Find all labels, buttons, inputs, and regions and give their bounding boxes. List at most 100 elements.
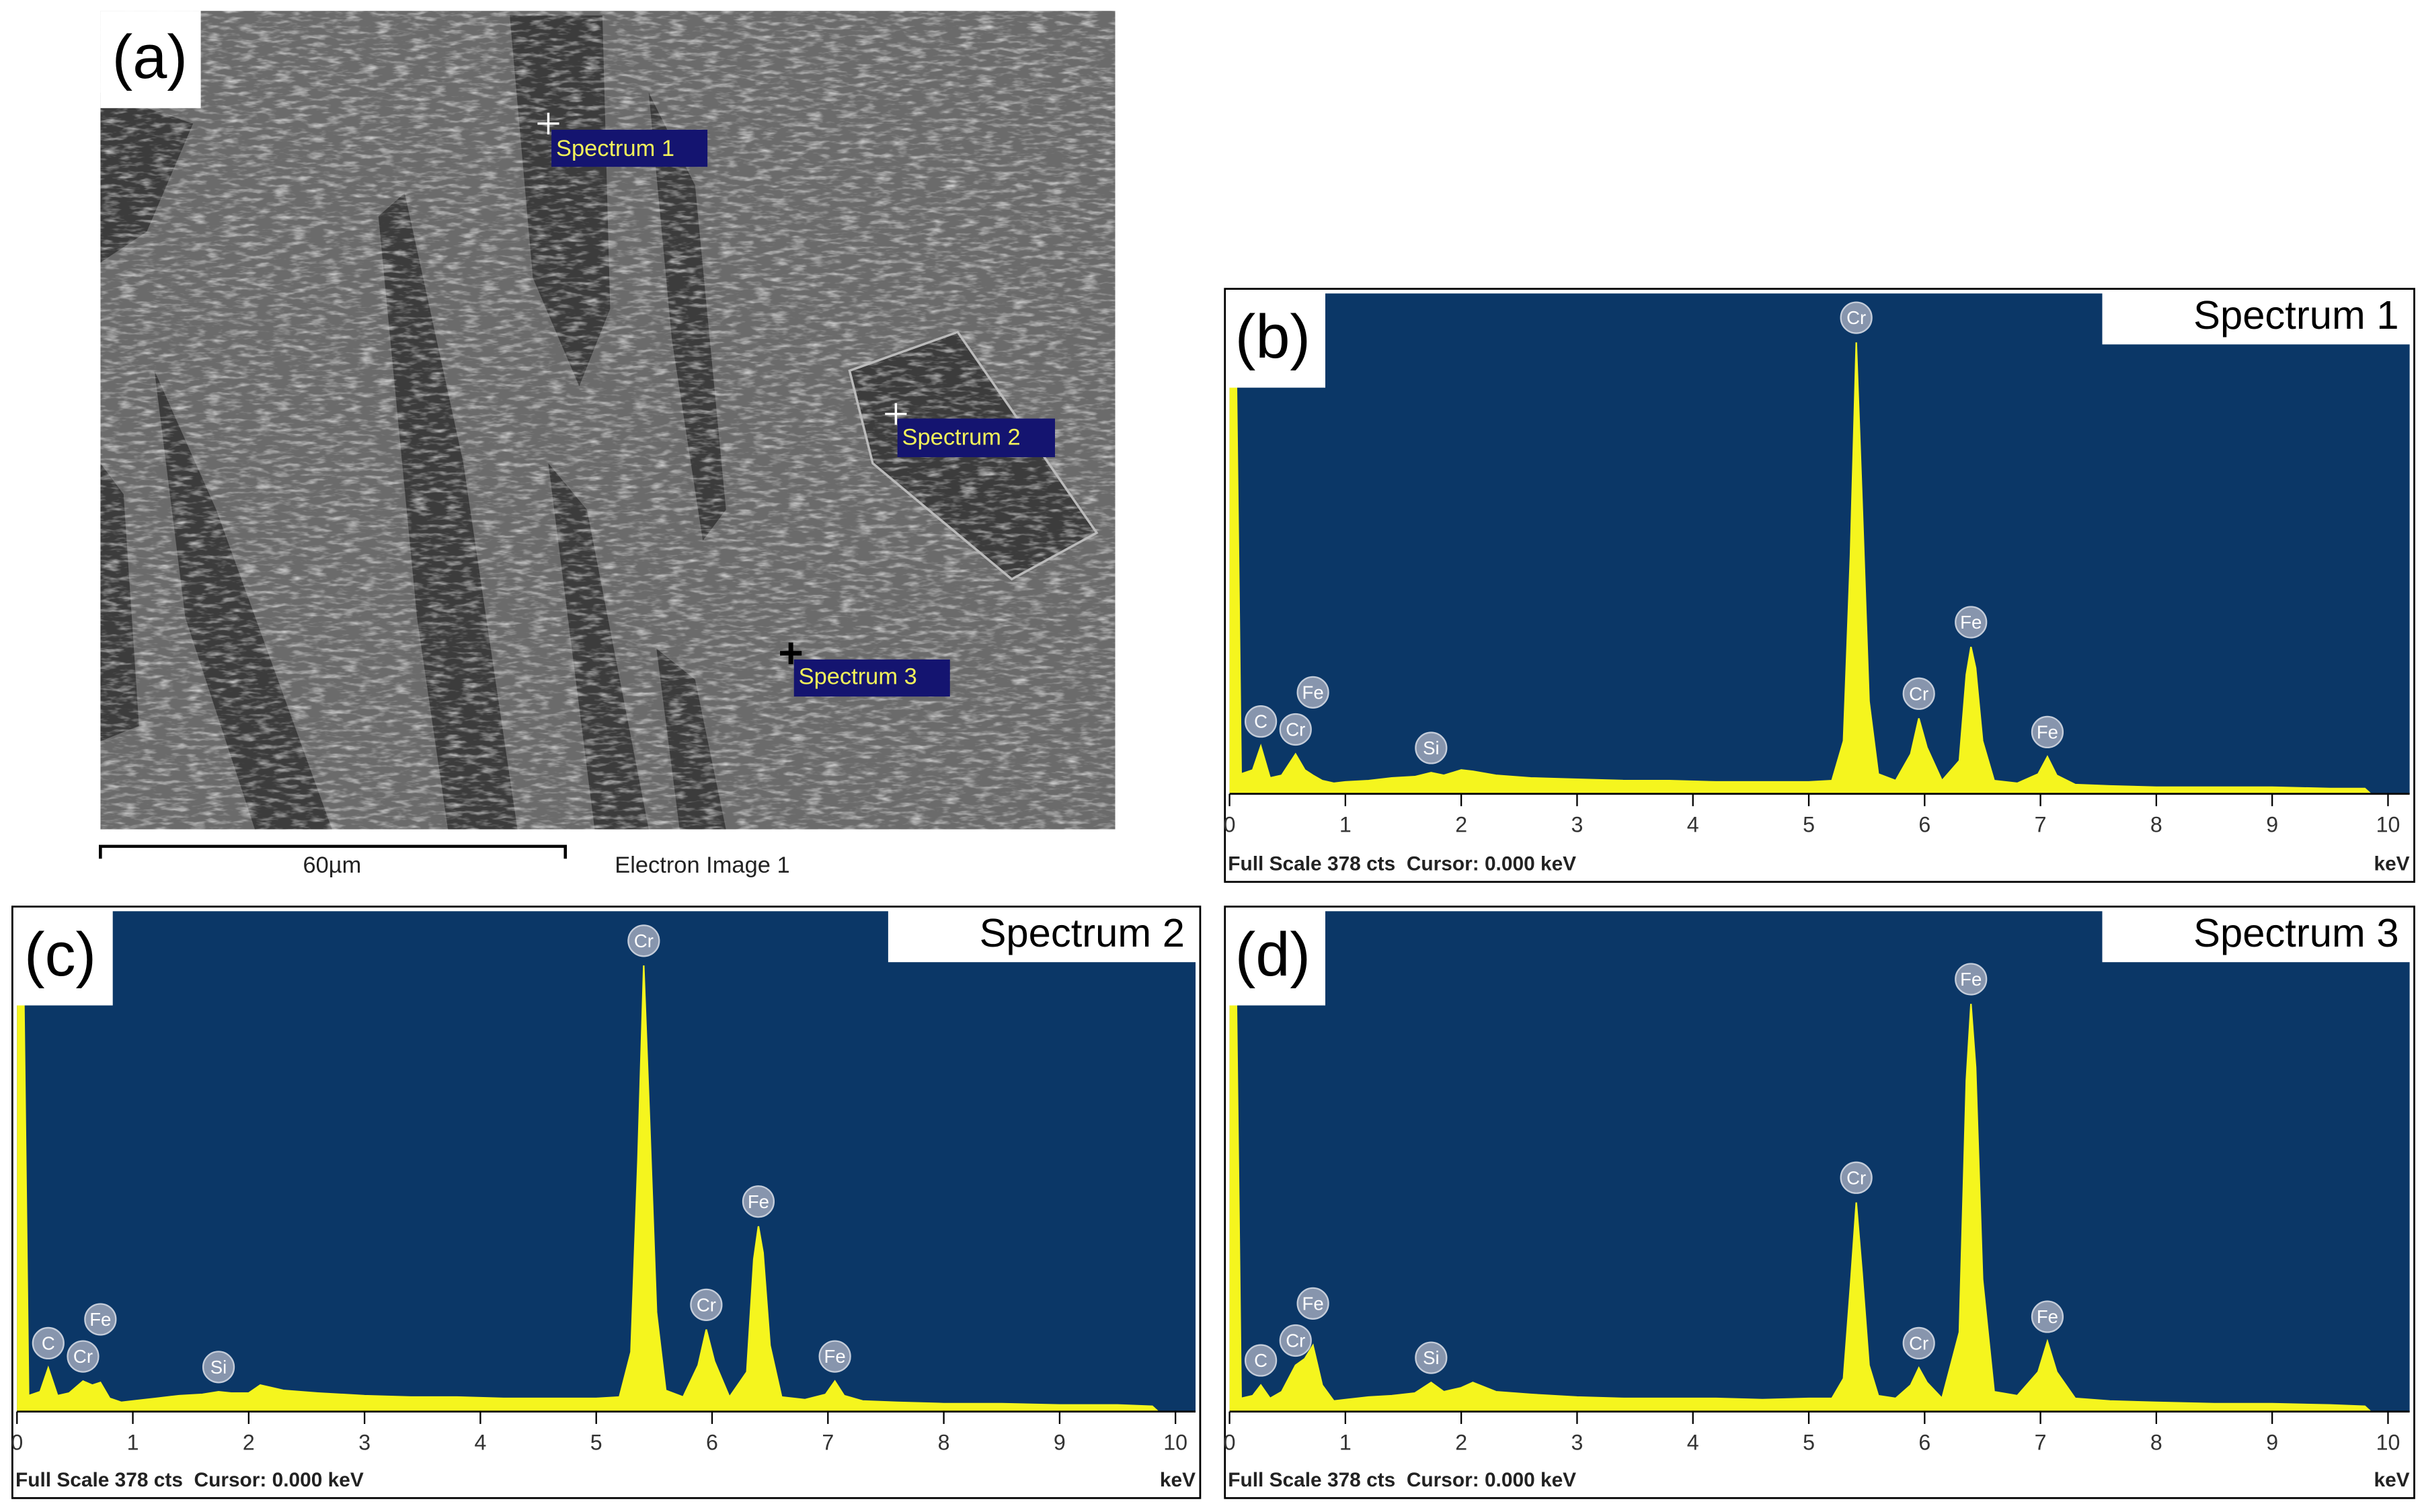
plot-area [1229, 293, 2410, 794]
peak-marker [1279, 713, 1312, 746]
x-tick-label: 0 [1224, 813, 1236, 837]
panel-label: (d) [1235, 920, 1311, 989]
peak-label: Fe [2037, 1306, 2058, 1327]
x-tick-label: 9 [2266, 1430, 2278, 1454]
x-tick-label: 4 [1687, 813, 1699, 837]
x-tick-label: 0 [1224, 1430, 1236, 1454]
peak-marker [1296, 1287, 1329, 1320]
scale-bar-label: 60µm [303, 852, 361, 878]
marker-crosses [537, 112, 907, 664]
peak-label: C [42, 1333, 55, 1354]
peak-label: Fe [748, 1191, 769, 1212]
peak-marker [818, 1340, 851, 1373]
peak-marker [67, 1340, 100, 1373]
sem-outline [848, 330, 1099, 581]
x-tick-label: 4 [474, 1430, 486, 1454]
x-tick-label: 3 [358, 1430, 370, 1454]
peak-label: Cr [1286, 719, 1305, 740]
peak-marker [1840, 1161, 1873, 1194]
panel-label: (b) [1235, 303, 1311, 371]
plot-area [17, 911, 1196, 1412]
peak-label: Cr [634, 930, 654, 951]
peak-marker [2031, 1300, 2064, 1333]
x-tick-label: 9 [1054, 1430, 1066, 1454]
peak-label: Cr [1846, 1167, 1866, 1188]
panel-label-box [1226, 290, 1325, 388]
marker-box [551, 129, 708, 167]
peak-marker [1244, 1344, 1278, 1377]
x-tick-label: 3 [1571, 813, 1583, 837]
x-tick-label: 6 [706, 1430, 718, 1454]
peak-label: Fe [1302, 682, 1324, 703]
x-tick-label: 5 [1803, 813, 1815, 837]
x-tick-label: 1 [127, 1430, 139, 1454]
peak-marker [1296, 676, 1329, 709]
peak-label: Cr [697, 1294, 716, 1315]
marker-label: Spectrum 1 [556, 136, 674, 161]
spectrum-line [1229, 292, 2372, 795]
x-tick-label: 6 [1918, 813, 1930, 837]
spectrum-line [1229, 910, 2372, 1412]
peak-marker [1955, 963, 1988, 996]
marker-box [793, 659, 950, 697]
x-tick-label: 2 [1455, 813, 1467, 837]
marker-label: Spectrum 3 [799, 664, 917, 690]
panel-label: (a) [112, 23, 188, 91]
marker-label: Spectrum 2 [902, 425, 1021, 450]
chart-title: Spectrum 3 [2193, 910, 2398, 955]
chart-title: Spectrum 1 [2193, 292, 2398, 337]
peak-label: Fe [824, 1346, 846, 1367]
peak-label: Fe [1302, 1293, 1324, 1314]
peak-label: Cr [1909, 683, 1928, 704]
plot-area [1229, 911, 2410, 1412]
peak-marker [1415, 731, 1448, 764]
spectrum-panel: 0 1 2 3 4 5 6 7 8 9 10 Full Scale 378 cts Cursor: 0… [1224, 906, 2415, 1499]
peak-label: Cr [1846, 307, 1866, 328]
x-axis-label: keV [2374, 852, 2409, 875]
peak-label: Fe [89, 1309, 111, 1330]
x-tick-label: 8 [2150, 1430, 2162, 1454]
peak-label: Fe [1960, 612, 1982, 633]
x-tick-label: 6 [1918, 1430, 1930, 1454]
peak-marker [202, 1351, 235, 1384]
peak-marker [1415, 1341, 1448, 1374]
peak-label: Cr [73, 1346, 93, 1367]
x-tick-label: 7 [822, 1430, 834, 1454]
x-tick-label: 5 [1803, 1430, 1815, 1454]
footer: Full Scale 378 cts Cursor: 0.000 keV [15, 1469, 364, 1491]
title-box [2102, 908, 2411, 963]
x-tick-label: 1 [1339, 1430, 1352, 1454]
peak-label: Si [1423, 1347, 1440, 1368]
x-tick-label: 0 [11, 1430, 23, 1454]
x-tick-label: 7 [2035, 813, 2047, 837]
x-tick-label: 2 [1455, 1430, 1467, 1454]
peak-marker [1902, 1326, 1935, 1360]
peak-marker [1840, 301, 1873, 334]
peak-label: C [1254, 1350, 1267, 1371]
x-tick-label: 2 [243, 1430, 255, 1454]
peak-marker [1279, 1324, 1312, 1357]
x-tick-label: 10 [2376, 813, 2400, 837]
chart-title: Spectrum 2 [980, 910, 1185, 955]
peak-label: Fe [2037, 721, 2058, 742]
peak-marker [1244, 705, 1278, 738]
peak-marker [1955, 606, 1988, 639]
x-tick-label: 1 [1339, 813, 1352, 837]
peak-marker [32, 1326, 65, 1360]
x-tick-label: 7 [2035, 1430, 2047, 1454]
peak-label: Si [1423, 738, 1440, 758]
x-tick-label: 5 [590, 1430, 602, 1454]
spectrum-line [17, 910, 1159, 1412]
peak-marker [690, 1288, 723, 1321]
peak-marker [627, 924, 660, 957]
panel-label-box [100, 11, 201, 108]
x-tick-label: 4 [1687, 1430, 1699, 1454]
peak-label: Si [210, 1357, 227, 1378]
x-axis-label: keV [1160, 1469, 1196, 1491]
x-tick-label: 10 [1163, 1430, 1187, 1454]
x-tick-label: 8 [2150, 813, 2162, 837]
panel-label-box [13, 908, 113, 1006]
x-tick-label: 10 [2376, 1430, 2400, 1454]
